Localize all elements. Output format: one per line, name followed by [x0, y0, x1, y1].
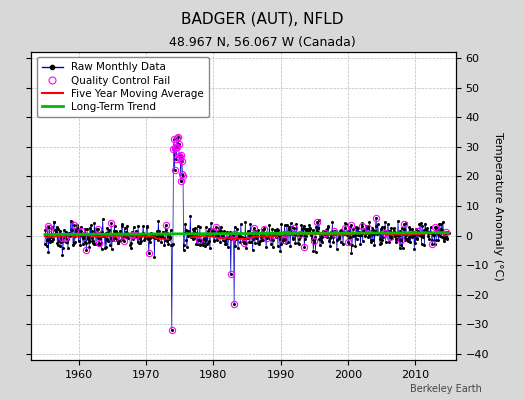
Y-axis label: Temperature Anomaly (°C): Temperature Anomaly (°C) [493, 132, 503, 280]
Text: Berkeley Earth: Berkeley Earth [410, 384, 482, 394]
Text: 48.967 N, 56.067 W (Canada): 48.967 N, 56.067 W (Canada) [169, 36, 355, 49]
Legend: Raw Monthly Data, Quality Control Fail, Five Year Moving Average, Long-Term Tren: Raw Monthly Data, Quality Control Fail, … [37, 57, 209, 117]
Text: BADGER (AUT), NFLD: BADGER (AUT), NFLD [181, 12, 343, 27]
